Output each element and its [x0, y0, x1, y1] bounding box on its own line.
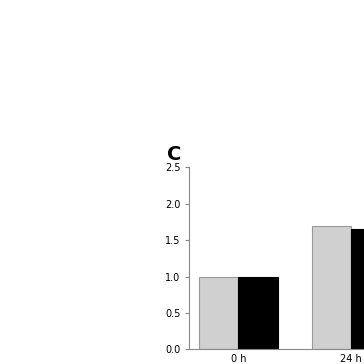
Text: C: C — [167, 145, 182, 164]
Bar — [199, 277, 238, 349]
Bar — [238, 277, 278, 349]
Bar — [351, 229, 364, 349]
Bar — [312, 226, 351, 349]
